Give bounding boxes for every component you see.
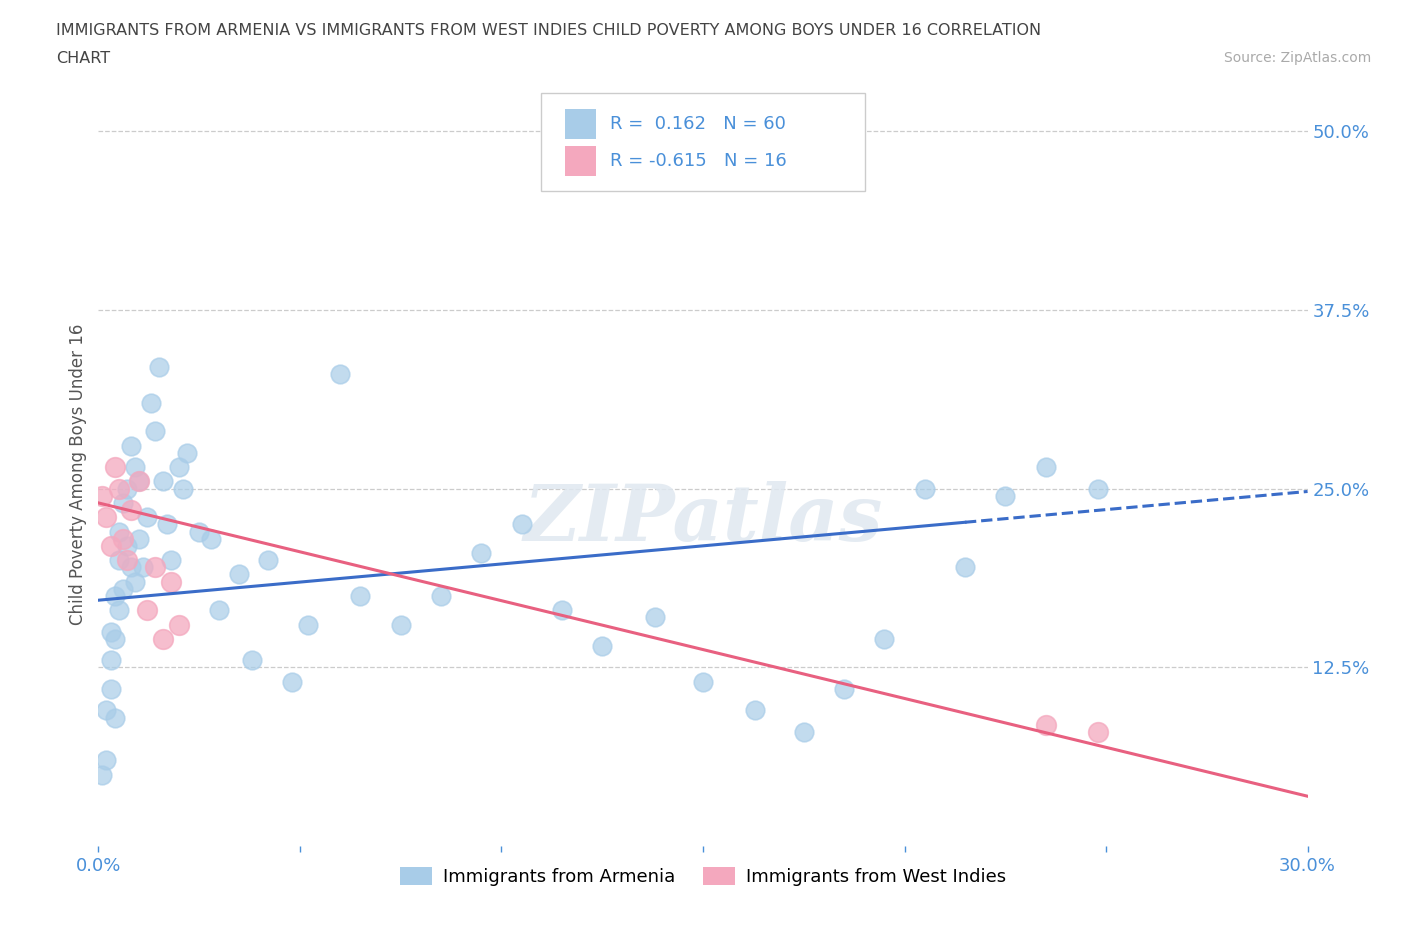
Point xyxy=(160,574,183,589)
Point xyxy=(167,618,190,632)
Point xyxy=(1087,481,1109,496)
Point xyxy=(591,639,613,654)
Point xyxy=(91,767,114,782)
Point xyxy=(551,603,574,618)
Text: ZIPatlas: ZIPatlas xyxy=(523,481,883,557)
Point xyxy=(107,603,129,618)
Point xyxy=(100,538,122,553)
Point xyxy=(167,459,190,474)
Point xyxy=(188,525,211,539)
Point xyxy=(120,502,142,517)
Point xyxy=(128,474,150,489)
Point xyxy=(389,618,412,632)
Point xyxy=(128,474,150,489)
Point xyxy=(152,631,174,646)
Point xyxy=(103,589,125,604)
Point xyxy=(100,682,122,697)
Point xyxy=(96,753,118,768)
Point xyxy=(152,474,174,489)
Point xyxy=(111,496,134,511)
Point xyxy=(128,531,150,546)
Point xyxy=(91,488,114,503)
Point xyxy=(914,481,936,496)
Point xyxy=(160,552,183,567)
Point xyxy=(132,560,155,575)
Point xyxy=(115,552,138,567)
Point xyxy=(297,618,319,632)
Point xyxy=(107,481,129,496)
Point xyxy=(430,589,453,604)
Point xyxy=(107,525,129,539)
Point xyxy=(1035,717,1057,732)
Y-axis label: Child Poverty Among Boys Under 16: Child Poverty Among Boys Under 16 xyxy=(69,324,87,625)
Point xyxy=(793,724,815,739)
Point xyxy=(96,703,118,718)
Point xyxy=(103,459,125,474)
Point xyxy=(994,488,1017,503)
Point xyxy=(124,459,146,474)
Point xyxy=(1087,724,1109,739)
Point xyxy=(115,481,138,496)
Point xyxy=(111,581,134,596)
Text: CHART: CHART xyxy=(56,51,110,66)
Point xyxy=(240,653,263,668)
Point xyxy=(228,567,250,582)
Point xyxy=(470,546,492,561)
Point xyxy=(120,438,142,453)
Point xyxy=(510,517,533,532)
Point xyxy=(143,424,166,439)
Point xyxy=(100,624,122,639)
Point xyxy=(873,631,896,646)
Point xyxy=(256,552,278,567)
Point xyxy=(281,674,304,689)
Text: Source: ZipAtlas.com: Source: ZipAtlas.com xyxy=(1223,51,1371,65)
Point xyxy=(692,674,714,689)
Point xyxy=(111,531,134,546)
Point xyxy=(96,510,118,525)
Point xyxy=(103,631,125,646)
Point xyxy=(124,574,146,589)
Point xyxy=(200,531,222,546)
Point xyxy=(107,552,129,567)
Point xyxy=(953,560,976,575)
Text: IMMIGRANTS FROM ARMENIA VS IMMIGRANTS FROM WEST INDIES CHILD POVERTY AMONG BOYS : IMMIGRANTS FROM ARMENIA VS IMMIGRANTS FR… xyxy=(56,23,1042,38)
Text: R =  0.162   N = 60: R = 0.162 N = 60 xyxy=(610,114,786,133)
Point xyxy=(156,517,179,532)
Point xyxy=(115,538,138,553)
Point xyxy=(172,481,194,496)
Point xyxy=(135,603,157,618)
Point xyxy=(329,366,352,381)
Point xyxy=(1035,459,1057,474)
Point xyxy=(176,445,198,460)
Point xyxy=(143,560,166,575)
Point xyxy=(103,711,125,725)
Point xyxy=(644,610,666,625)
Point xyxy=(100,653,122,668)
Text: R = -0.615   N = 16: R = -0.615 N = 16 xyxy=(610,152,787,170)
Point xyxy=(148,360,170,375)
Point xyxy=(120,560,142,575)
Point xyxy=(349,589,371,604)
Point xyxy=(744,703,766,718)
Point xyxy=(139,395,162,410)
Point xyxy=(832,682,855,697)
Point xyxy=(208,603,231,618)
Legend: Immigrants from Armenia, Immigrants from West Indies: Immigrants from Armenia, Immigrants from… xyxy=(392,859,1014,893)
Point xyxy=(135,510,157,525)
